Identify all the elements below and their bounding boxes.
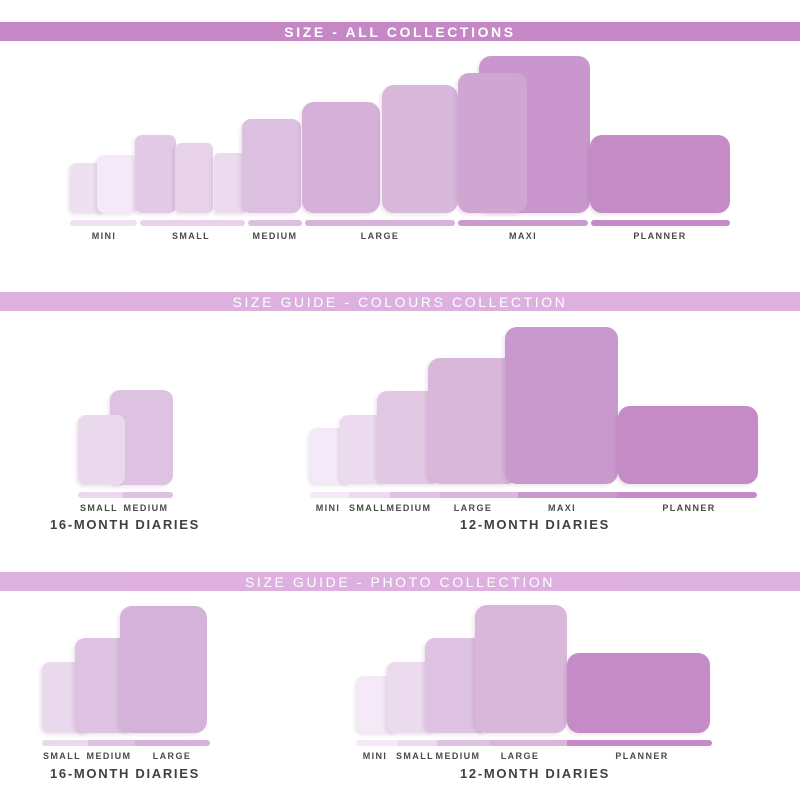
diary-rect-mini — [97, 155, 138, 213]
diary-rect-planner — [590, 135, 730, 213]
diary-rect-medium — [242, 119, 301, 213]
size-label-small: SMALL — [396, 751, 434, 761]
size-underline-medium — [390, 492, 440, 498]
size-underline-medium — [123, 492, 173, 498]
diary-rect-large — [120, 606, 207, 733]
size-underline-planner — [591, 220, 730, 226]
size-label-maxi: MAXI — [508, 231, 538, 241]
size-label-medium: MEDIUM — [435, 751, 481, 761]
cluster-title: 12-MONTH DIARIES — [460, 517, 610, 532]
size-underline-large — [440, 492, 518, 498]
section-banner-all-collections: SIZE - ALL COLLECTIONS — [0, 22, 800, 41]
diary-rect-small — [175, 143, 213, 213]
size-underline-medium — [88, 740, 135, 746]
size-underline-small — [140, 220, 245, 226]
cluster-title: 16-MONTH DIARIES — [50, 517, 200, 532]
size-underline-medium — [437, 740, 490, 746]
size-label-medium: MEDIUM — [86, 751, 132, 761]
size-label-mini: MINI — [91, 231, 117, 241]
size-label-large: LARGE — [500, 751, 540, 761]
diary-rect-small — [214, 153, 247, 213]
size-underline-large — [305, 220, 455, 226]
size-label-medium: MEDIUM — [123, 503, 169, 513]
size-label-planner: PLANNER — [615, 751, 669, 761]
size-underline-maxi — [458, 220, 588, 226]
size-underline-medium — [248, 220, 302, 226]
diary-rect-maxi — [505, 327, 618, 484]
size-underline-small — [398, 740, 437, 746]
diary-rect-large — [382, 85, 458, 213]
diary-rect-large — [475, 605, 567, 733]
size-label-small: SMALL — [43, 751, 81, 761]
diary-rect-small — [135, 135, 176, 213]
size-label-planner: PLANNER — [662, 503, 716, 513]
size-label-large: LARGE — [360, 231, 400, 241]
diary-rect-small — [78, 415, 125, 485]
size-label-mini: MINI — [315, 503, 341, 513]
size-underline-maxi — [518, 492, 617, 498]
cluster-title: 16-MONTH DIARIES — [50, 766, 200, 781]
size-label-large: LARGE — [453, 503, 493, 513]
cluster-title: 12-MONTH DIARIES — [460, 766, 610, 781]
diary-rect-planner — [618, 406, 758, 484]
size-underline-mini — [310, 492, 349, 498]
size-underline-small — [42, 740, 88, 746]
size-underline-large — [135, 740, 210, 746]
size-label-large: LARGE — [152, 751, 192, 761]
section-banner-colours-collection: SIZE GUIDE - COLOURS COLLECTION — [0, 292, 800, 311]
size-underline-planner — [567, 740, 712, 746]
size-label-mini: MINI — [362, 751, 388, 761]
diary-rect-maxi — [458, 73, 527, 213]
size-label-maxi: MAXI — [547, 503, 577, 513]
size-underline-mini — [356, 740, 398, 746]
size-label-medium: MEDIUM — [386, 503, 432, 513]
size-label-planner: PLANNER — [633, 231, 687, 241]
size-underline-mini — [70, 220, 137, 226]
section-banner-photo-collection: SIZE GUIDE - PHOTO COLLECTION — [0, 572, 800, 591]
size-label-small: SMALL — [172, 231, 210, 241]
size-label-small: SMALL — [80, 503, 118, 513]
size-underline-large — [490, 740, 567, 746]
size-underline-small — [78, 492, 123, 498]
size-label-medium: MEDIUM — [252, 231, 298, 241]
size-underline-planner — [617, 492, 757, 498]
diary-rect-planner — [567, 653, 710, 733]
size-label-small: SMALL — [349, 503, 387, 513]
diary-rect-large — [428, 358, 518, 484]
diary-rect-large — [302, 102, 380, 213]
size-underline-small — [349, 492, 390, 498]
